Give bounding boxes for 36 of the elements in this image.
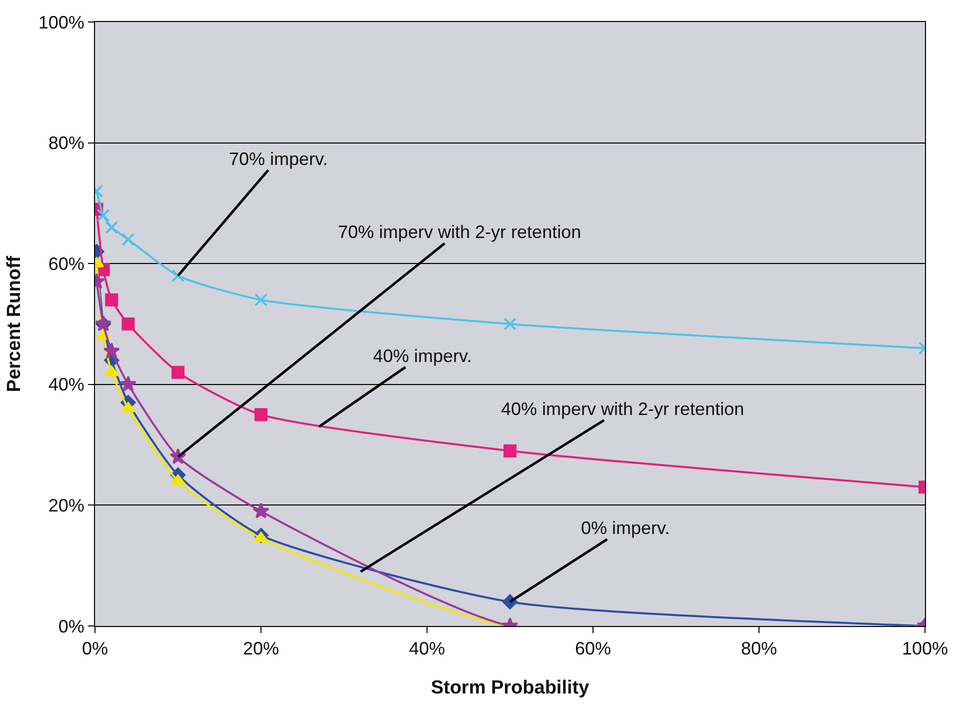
y-tick-label: 20% [48, 496, 84, 516]
x-tick-label: 40% [408, 638, 446, 659]
point [104, 366, 119, 376]
point [504, 444, 516, 458]
point [254, 532, 268, 542]
x-tick-label: 0% [82, 638, 108, 659]
point [252, 502, 270, 518]
x-tick-label: 100% [902, 638, 948, 659]
point [172, 269, 184, 282]
point [122, 318, 135, 330]
annotation: 40% imperv. [373, 346, 472, 366]
point [254, 408, 268, 422]
point [96, 208, 110, 222]
point [504, 318, 516, 330]
x-tick-label: 60% [574, 638, 612, 659]
annotation: 70% imperv. [229, 149, 328, 169]
point [103, 342, 120, 358]
y-tick-label: 100% [38, 12, 84, 32]
y-tick-label: 40% [48, 374, 84, 395]
point [170, 474, 186, 485]
point [172, 366, 184, 379]
annotation: 40% imperv with 2-yr retention [501, 399, 744, 419]
point [105, 220, 118, 234]
y-tick-label: 60% [48, 254, 84, 274]
point [105, 293, 118, 306]
point [254, 293, 268, 306]
annotation: 70% imperv with 2-yr retention [338, 222, 582, 242]
annotation: 0% imperv. [581, 518, 670, 538]
point [120, 376, 137, 392]
y-tick-label: 0% [58, 616, 84, 636]
x-tick-label: 80% [740, 638, 778, 659]
x-axis-title: Storm Probability [430, 677, 590, 698]
y-tick-label: 80% [48, 133, 84, 154]
x-tick-label: 20% [242, 638, 280, 659]
y-axis-title: Percent Runoff [4, 255, 26, 392]
point [122, 232, 135, 246]
